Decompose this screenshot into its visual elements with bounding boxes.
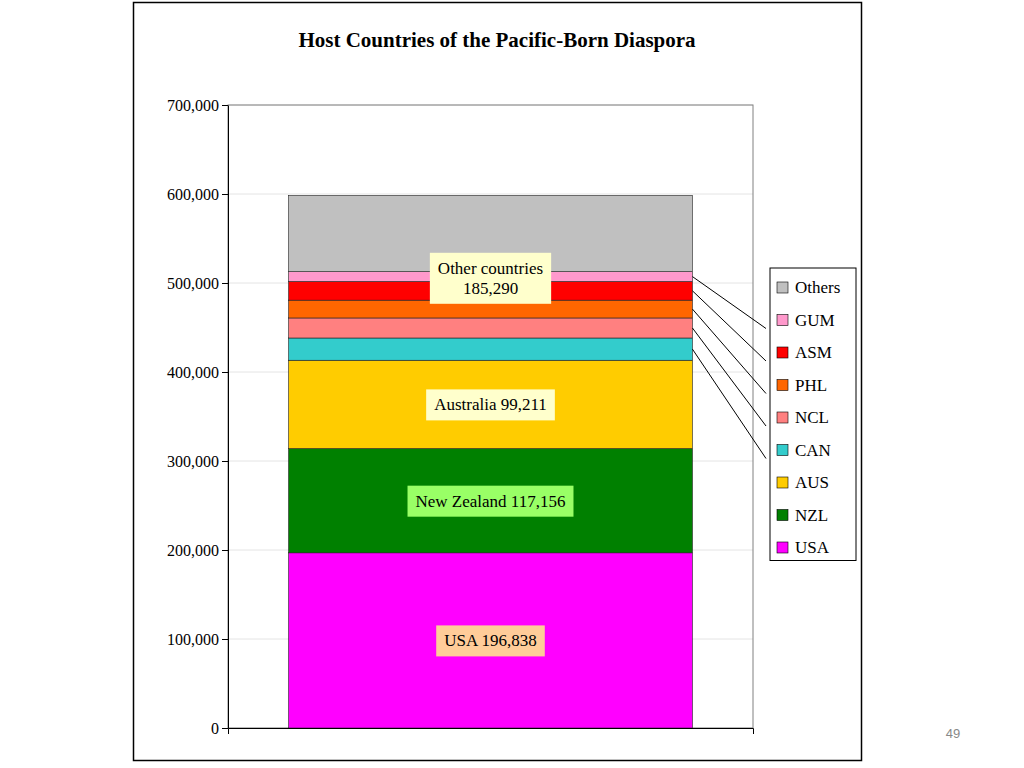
y-tick: 200,000 bbox=[167, 542, 228, 559]
legend-entry: USA bbox=[777, 538, 830, 557]
y-tick-label: 700,000 bbox=[167, 97, 219, 114]
y-tick-label: 400,000 bbox=[167, 364, 219, 381]
legend-marker bbox=[777, 542, 788, 553]
page-number: 49 bbox=[946, 726, 960, 741]
y-tick-label: 500,000 bbox=[167, 275, 219, 292]
chart-title: Host Countries of the Pacific-Born Diasp… bbox=[298, 28, 696, 52]
legend-marker bbox=[777, 412, 788, 423]
data-label-group: USA 196,838 bbox=[436, 625, 545, 656]
y-tick-mark bbox=[222, 728, 228, 729]
leader-line bbox=[692, 277, 766, 329]
legend: Others GUM ASM PHL NCL CAN AUS NZL USA bbox=[770, 268, 856, 561]
legend-label: USA bbox=[795, 538, 830, 557]
data-label: Australia 99,211 bbox=[434, 395, 547, 414]
plot-frame bbox=[228, 105, 753, 728]
y-tick-label: 300,000 bbox=[167, 453, 219, 470]
annotation: Other countries185,290 bbox=[438, 259, 543, 298]
legend-marker bbox=[777, 282, 788, 293]
data-label: New Zealand 117,156 bbox=[416, 492, 566, 511]
legend-label: GUM bbox=[795, 311, 835, 330]
bar-segment bbox=[289, 553, 693, 728]
leader-line bbox=[692, 309, 766, 393]
legend-entry: AUS bbox=[777, 473, 829, 492]
data-label-box bbox=[408, 486, 574, 517]
y-tick: 300,000 bbox=[167, 453, 228, 470]
legend-label: AUS bbox=[795, 473, 829, 492]
legend-label: ASM bbox=[795, 343, 832, 362]
grid bbox=[228, 105, 753, 728]
y-tick-label: 600,000 bbox=[167, 186, 219, 203]
data-labels: USA 196,838 New Zealand 117,156 Australia … bbox=[408, 253, 574, 657]
legend-marker bbox=[777, 315, 788, 326]
y-axis-line bbox=[228, 106, 229, 729]
bar-segment bbox=[289, 318, 693, 338]
leader-line bbox=[692, 291, 766, 361]
data-label-group: Australia 99,211 bbox=[426, 389, 555, 420]
y-tick-label: 100,000 bbox=[167, 631, 219, 648]
legend-label: NCL bbox=[795, 408, 829, 427]
y-tick-mark bbox=[222, 194, 228, 195]
legend-entry: GUM bbox=[777, 311, 835, 330]
legend-label: CAN bbox=[795, 441, 831, 460]
legend-box bbox=[770, 268, 856, 561]
y-tick-label: 200,000 bbox=[167, 542, 219, 559]
x-axis-line bbox=[229, 729, 754, 735]
y-tick-mark bbox=[222, 105, 228, 106]
leader-lines bbox=[692, 277, 766, 459]
annotation-group: Other countries185,290 bbox=[430, 253, 551, 304]
y-tick: 500,000 bbox=[167, 275, 228, 292]
y-tick-mark bbox=[222, 639, 228, 640]
bars bbox=[289, 195, 693, 728]
grid-line bbox=[228, 194, 753, 195]
y-tick: 600,000 bbox=[167, 186, 228, 203]
legend-entry: NZL bbox=[777, 506, 828, 525]
legend-marker bbox=[777, 510, 788, 521]
data-label-box bbox=[426, 389, 555, 420]
y-tick: 400,000 bbox=[167, 364, 228, 381]
legend-entry: PHL bbox=[777, 376, 827, 395]
y-tick: 0 bbox=[211, 720, 228, 737]
data-label-group: New Zealand 117,156 bbox=[408, 486, 574, 517]
legend-entry: Others bbox=[777, 278, 840, 297]
chart-svg: Host Countries of the Pacific-Born Diasp… bbox=[0, 0, 1024, 768]
y-tick-mark bbox=[222, 372, 228, 373]
legend-marker bbox=[777, 477, 788, 488]
data-label-box bbox=[436, 625, 545, 656]
leader-line bbox=[692, 349, 766, 458]
y-tick: 100,000 bbox=[167, 631, 228, 648]
bar-segment bbox=[289, 360, 693, 448]
data-label: USA 196,838 bbox=[444, 631, 537, 650]
bar-segment bbox=[289, 338, 693, 360]
legend-entry: CAN bbox=[777, 441, 831, 460]
y-tick-mark bbox=[222, 550, 228, 551]
y-tick-mark bbox=[222, 461, 228, 462]
legend-entry: ASM bbox=[777, 343, 832, 362]
legend-label: NZL bbox=[795, 506, 828, 525]
legend-marker bbox=[777, 380, 788, 391]
x-axis bbox=[229, 728, 754, 734]
leader-line bbox=[692, 328, 766, 426]
legend-label: Others bbox=[795, 278, 840, 297]
legend-entry: NCL bbox=[777, 408, 829, 427]
y-axis: 0 100,000 200,000 300,000 400,000 500,000 600,… bbox=[167, 97, 229, 737]
chart-border bbox=[134, 3, 862, 761]
y-tick: 700,000 bbox=[167, 97, 228, 114]
bar-segment bbox=[289, 449, 693, 553]
legend-marker bbox=[777, 347, 788, 358]
legend-label: PHL bbox=[795, 376, 827, 395]
y-tick-mark bbox=[222, 283, 228, 284]
legend-marker bbox=[777, 445, 788, 456]
y-tick-label: 0 bbox=[211, 720, 219, 737]
annotation-box bbox=[430, 253, 551, 304]
